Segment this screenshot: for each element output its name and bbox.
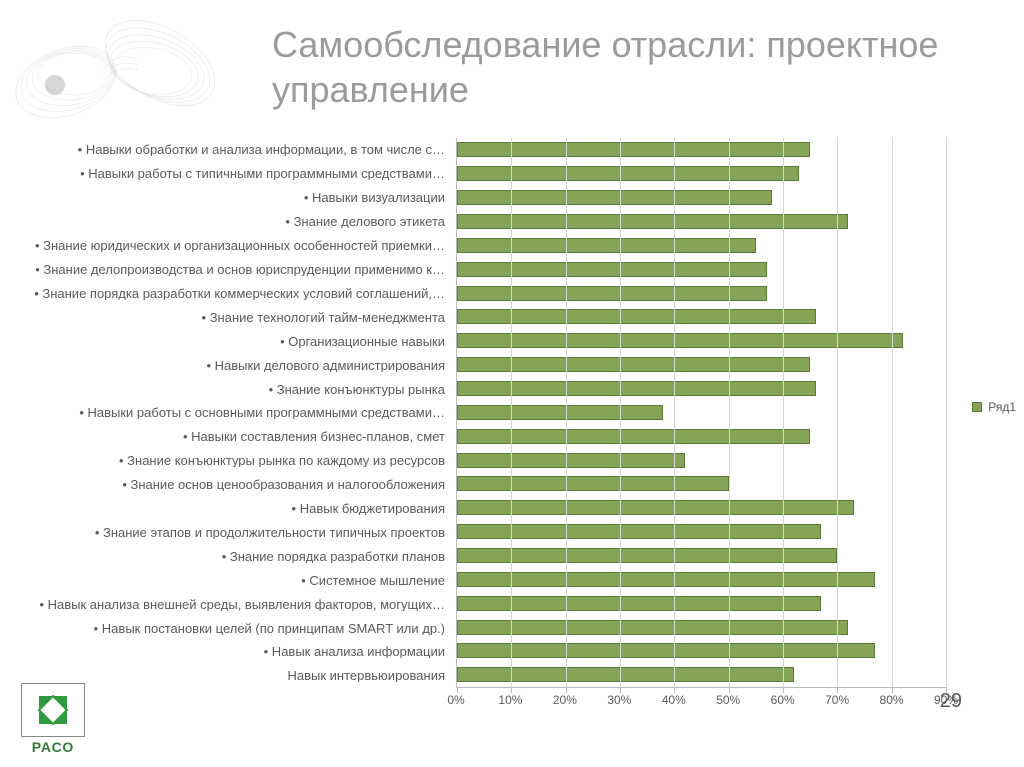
y-axis-label: • Навык постановки целей (по принципам S…: [6, 622, 451, 635]
gridline: [892, 138, 893, 687]
gridline: [620, 138, 621, 687]
logo-icon: [21, 683, 85, 737]
bar: [457, 572, 875, 587]
x-tick-label: 60%: [771, 693, 795, 707]
y-axis-label: • Системное мышление: [6, 574, 451, 587]
y-axis-label: • Навыки работы с типичными программными…: [6, 167, 451, 180]
y-axis-label: Навык интервьюирования: [6, 669, 451, 682]
y-axis-label: • Знание порядка разработки коммерческих…: [6, 287, 451, 300]
bar-chart: • Навыки обработки и анализа информации,…: [6, 138, 956, 718]
gridline: [674, 138, 675, 687]
gridline: [511, 138, 512, 687]
y-axis-label: • Знание основ ценообразования и налогоо…: [6, 478, 451, 491]
gridline: [729, 138, 730, 687]
x-tick-label: 40%: [662, 693, 686, 707]
bar: [457, 405, 663, 420]
bar: [457, 476, 729, 491]
bar: [457, 190, 772, 205]
x-tick-label: 0%: [447, 693, 464, 707]
gridline: [783, 138, 784, 687]
page-number: 29: [940, 690, 962, 713]
logo-text: РАСО: [18, 739, 88, 755]
x-tick-label: 20%: [553, 693, 577, 707]
bar: [457, 286, 767, 301]
y-axis-label: • Знание этапов и продолжительности типи…: [6, 526, 451, 539]
bar: [457, 667, 794, 682]
y-axis-label: • Знание порядка разработки планов: [6, 550, 451, 563]
bar: [457, 357, 810, 372]
y-axis-label: • Знание делопроизводства и основ юриспр…: [6, 263, 451, 276]
decorative-swirl: [8, 10, 238, 145]
bar: [457, 548, 837, 563]
y-axis-label: • Знание конъюнктуры рынка по каждому из…: [6, 454, 451, 467]
x-tick-label: 30%: [607, 693, 631, 707]
bar: [457, 453, 685, 468]
y-axis-label: • Навыки делового администрирования: [6, 359, 451, 372]
bar: [457, 500, 854, 515]
slide-title: Самообследование отрасли: проектное упра…: [272, 22, 984, 112]
bar: [457, 262, 767, 277]
y-axis-label: • Организационные навыки: [6, 335, 451, 348]
x-tick-label: 80%: [880, 693, 904, 707]
gridline: [566, 138, 567, 687]
footer-logo: РАСО: [18, 683, 88, 755]
y-axis-label: • Навык бюджетирования: [6, 502, 451, 515]
y-axis-label: • Знание конъюнктуры рынка: [6, 383, 451, 396]
y-axis-label: • Знание технологий тайм-менеджмента: [6, 311, 451, 324]
bar: [457, 238, 756, 253]
legend-label: Ряд1: [988, 400, 1016, 414]
y-axis-label: • Навык анализа внешней среды, выявления…: [6, 598, 451, 611]
y-axis-label: • Знание юридических и организационных о…: [6, 239, 451, 252]
bar: [457, 214, 848, 229]
bar: [457, 643, 875, 658]
gridline: [837, 138, 838, 687]
y-axis-label: • Навыки работы с основными программными…: [6, 406, 451, 419]
chart-legend: Ряд1: [972, 400, 1016, 414]
gridline: [946, 138, 947, 687]
y-axis-label: • Знание делового этикета: [6, 215, 451, 228]
y-axis-label: • Навыки обработки и анализа информации,…: [6, 143, 451, 156]
y-axis-label: • Навык анализа информации: [6, 645, 451, 658]
x-tick-label: 50%: [716, 693, 740, 707]
x-tick-label: 10%: [498, 693, 522, 707]
bar: [457, 333, 903, 348]
bar: [457, 429, 810, 444]
bar: [457, 620, 848, 635]
x-tick-label: 70%: [825, 693, 849, 707]
legend-swatch: [972, 402, 982, 412]
bar: [457, 142, 810, 157]
y-axis-label: • Навыки составления бизнес-планов, смет: [6, 430, 451, 443]
bar: [457, 166, 799, 181]
y-axis-label: • Навыки визуализации: [6, 191, 451, 204]
